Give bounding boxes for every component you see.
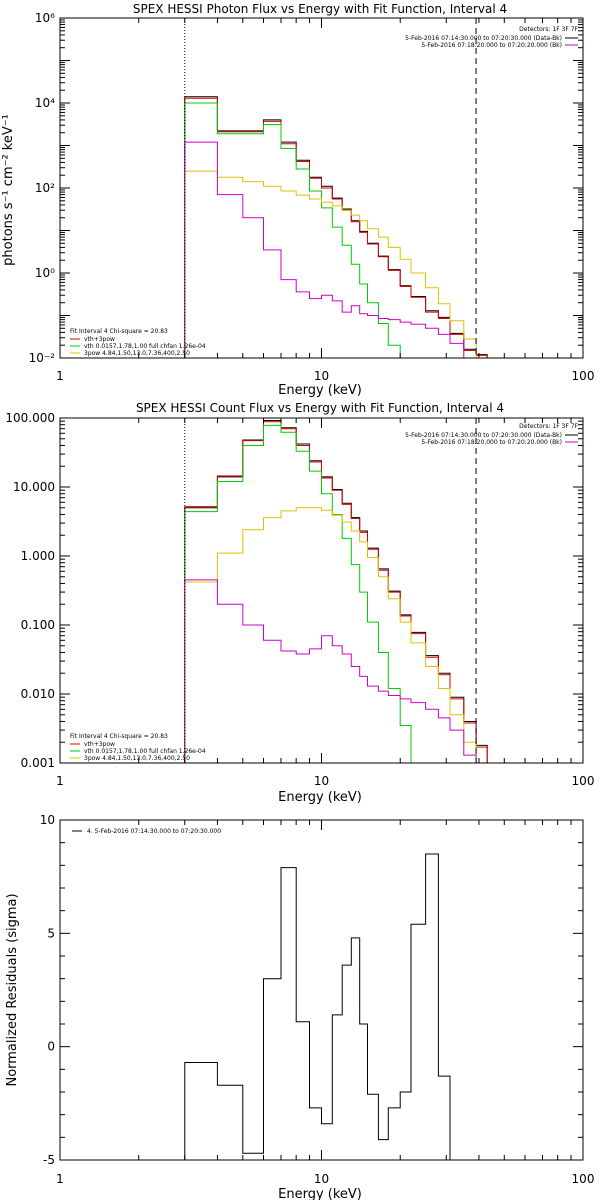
y-tick-label: 100.000 (5, 411, 55, 425)
legend-entry: vth+3pow (84, 741, 115, 748)
fit-header: Fit Interval 4 Chi-square = 20.83 (70, 733, 168, 740)
x-tick-label: 100 (572, 369, 595, 383)
legend-entry: 5-Feb-2016 07:18:20.000 to 07:20:20.000 … (421, 439, 562, 446)
y-axis-label: Normalized Residuals (sigma) (5, 893, 20, 1086)
legend-entry: vth+3pow (84, 336, 115, 343)
legend-entry: 3pow 4.84,1.50,13.0,7.36,400,2.50 (84, 350, 190, 357)
series-2-line (184, 102, 488, 359)
series-3-line (184, 170, 488, 359)
y-tick-label: 0.100 (21, 618, 55, 632)
x-tick-label: 10 (314, 1172, 329, 1186)
y-tick-label: 0.010 (21, 687, 55, 701)
x-tick-label: 100 (572, 774, 595, 788)
legend-entry: 5-Feb-2016 07:14:30.000 to 07:20:30.000 … (405, 35, 562, 42)
photon-flux-panel: SPEX HESSI Photon Flux vs Energy with Fi… (1, 2, 594, 398)
y-tick-label: 1.000 (21, 549, 55, 563)
series-4-line (184, 579, 488, 764)
legend-entry: vth 0.0157,1.78,1.00 full chfan 1.26e-04 (84, 343, 206, 350)
x-axis-label: Energy (keV) (278, 383, 362, 398)
legend-entry: vth 0.0157,1.78,1.00 full chfan 1.26e-04 (84, 748, 206, 755)
detectors-label: Detectors: 1F 3F 7F (519, 423, 578, 430)
series-3-line (184, 507, 488, 764)
legend-entry: 5-Feb-2016 07:18:20.000 to 07:20:20.000 … (421, 42, 562, 49)
x-axis-label: Energy (keV) (278, 1187, 362, 1200)
y-tick-label: 10⁴ (35, 96, 55, 110)
series-4-line (184, 141, 488, 359)
detectors-label: Detectors: 1F 3F 7F (519, 26, 578, 33)
chart-title: SPEX HESSI Photon Flux vs Energy with Fi… (133, 2, 507, 16)
chart-title: SPEX HESSI Count Flux vs Energy with Fit… (136, 401, 504, 415)
series-0-line (184, 420, 488, 763)
y-axis-label: photons s⁻¹ cm⁻² keV⁻¹ (1, 114, 16, 266)
x-axis-label: Energy (keV) (278, 790, 362, 805)
y-tick-label: 10 (40, 813, 55, 827)
y-tick-label: 10⁶ (35, 11, 55, 25)
fit-header: Fit Interval 4 Chi-square = 20.83 (70, 328, 168, 335)
x-tick-label: 10 (314, 774, 329, 788)
series-0-line (184, 853, 451, 1160)
y-tick-label: -5 (43, 1153, 55, 1167)
y-tick-label: 0.001 (21, 756, 55, 770)
y-tick-label: 5 (47, 926, 55, 940)
legend-entry: 3pow 4.84,1.50,13.0,7.36,400,2.50 (84, 755, 190, 762)
series-1-line (184, 421, 488, 763)
x-tick-label: 1 (56, 369, 64, 383)
series-2-line (184, 424, 488, 764)
legend-entry: 5-Feb-2016 07:14:30.000 to 07:20:30.000 … (405, 432, 562, 439)
y-tick-label: 10.000 (13, 480, 55, 494)
legend-entry: 4. 5-Feb-2016 07:14:30.000 to 07:20:30.0… (87, 828, 221, 835)
x-tick-label: 10 (314, 369, 329, 383)
y-tick-label: 0 (47, 1040, 55, 1054)
y-tick-label: 10⁻² (29, 351, 56, 365)
residuals-panel: 1 10 100 -5 0 5 10 Energy (keV) Normalized Res… (5, 813, 594, 1200)
x-tick-label: 1 (56, 1172, 64, 1186)
count-flux-panel: SPEX HESSI Count Flux vs Energy with Fit… (5, 401, 594, 805)
y-tick-label: 10⁰ (35, 266, 55, 280)
series-1-line (184, 97, 488, 358)
x-tick-label: 1 (56, 774, 64, 788)
x-tick-label: 100 (572, 1172, 595, 1186)
y-tick-label: 10² (35, 181, 55, 195)
